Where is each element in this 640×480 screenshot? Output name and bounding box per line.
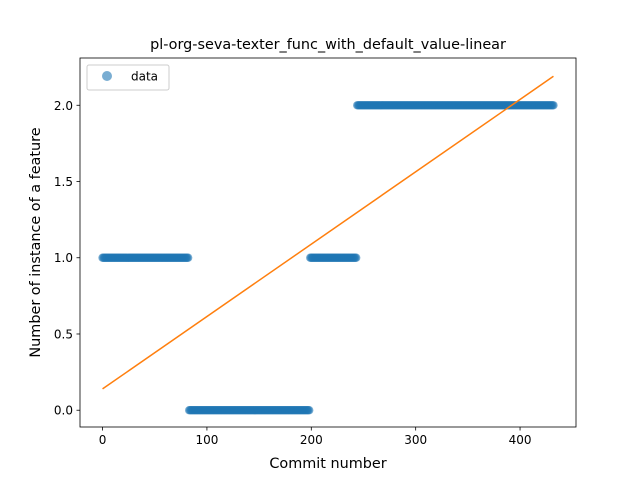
y-axis: 0.0 0.5 1.0 1.5 2.0 [54,99,80,418]
data-points [98,101,558,415]
data-point [549,101,558,110]
y-tick-label: 0.0 [54,404,73,418]
y-tick-label: 0.5 [54,327,73,341]
x-axis-label: Commit number [269,456,386,472]
y-axis-label: Number of instance of a feature [28,127,44,357]
y-tick-label: 1.5 [54,175,73,189]
y-tick-label: 1.0 [54,251,73,265]
legend-marker [102,71,112,81]
x-tick-label: 100 [195,433,218,447]
x-tick-label: 0 [99,433,107,447]
data-point [183,253,193,262]
legend-label-data: data [131,70,158,84]
data-point [305,406,314,415]
data-point [351,253,361,262]
chart-title: pl-org-seva-texter_func_with_default_val… [150,37,506,53]
plot-area [98,75,558,415]
x-tick-label: 300 [404,433,427,447]
legend: data [86,64,170,91]
x-axis: 0 100 200 300 400 [99,427,532,447]
fit-line [102,75,554,390]
plot-frame [79,57,577,428]
x-tick-label: 200 [300,433,323,447]
y-tick-label: 2.0 [54,99,73,113]
x-tick-label: 400 [509,433,532,447]
